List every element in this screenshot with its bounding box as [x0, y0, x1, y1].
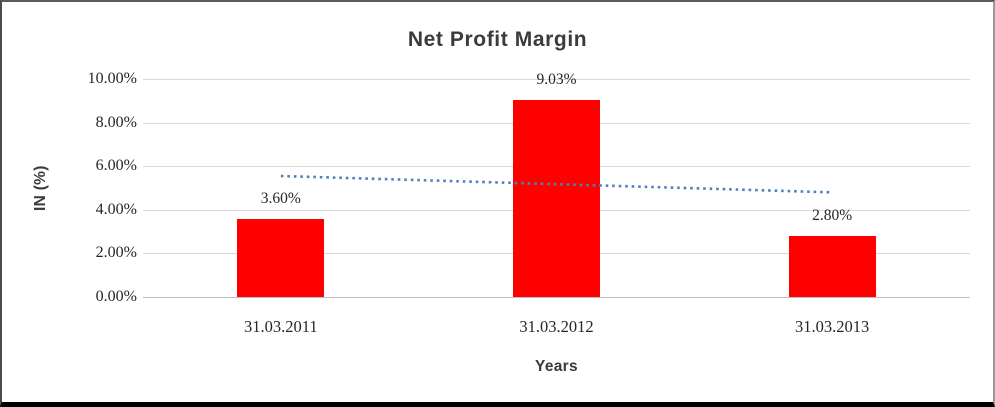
chart-title: Net Profit Margin — [407, 28, 588, 51]
x-axis-title: Years — [535, 358, 578, 375]
y-tick-label: 4.00% — [95, 200, 137, 218]
linear-trendline — [280, 174, 833, 194]
y-tick-label: 8.00% — [95, 113, 137, 131]
bar-31.03.2012 — [513, 100, 600, 297]
data-label: 9.03% — [536, 71, 577, 89]
x-tick-label: 31.03.2012 — [519, 317, 594, 336]
y-tick-label: 0.00% — [95, 288, 137, 305]
bar-31.03.2011 — [237, 218, 325, 297]
x-axis-line — [143, 297, 970, 298]
plot-area — [143, 79, 970, 298]
bar-31.03.2013 — [788, 235, 876, 297]
y-tick-label: 10.00% — [87, 70, 137, 87]
x-tick-label: 31.03.2011 — [244, 317, 318, 336]
x-tick-label: 31.03.2013 — [795, 317, 870, 336]
data-label: 2.80% — [812, 206, 853, 224]
gridline — [143, 79, 970, 80]
data-label: 3.60% — [260, 189, 301, 207]
y-tick-label: 6.00% — [95, 157, 137, 175]
y-tick-label: 2.00% — [95, 244, 137, 262]
trendline-layer — [280, 174, 833, 194]
